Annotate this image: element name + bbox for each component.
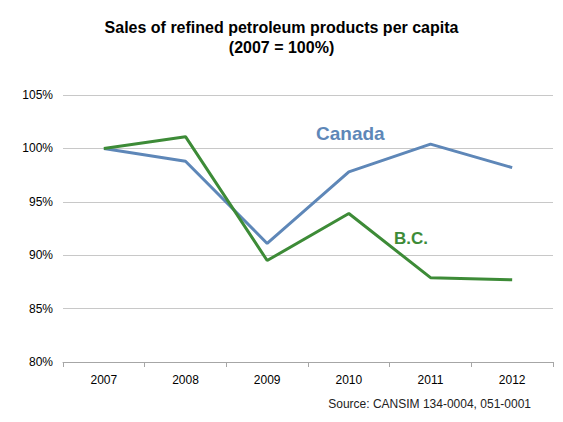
svg-text:Canada: Canada: [316, 123, 385, 144]
svg-text:2010: 2010: [335, 373, 362, 387]
svg-text:90%: 90%: [29, 248, 53, 262]
svg-text:2008: 2008: [172, 373, 199, 387]
svg-text:2009: 2009: [254, 373, 281, 387]
svg-text:Sales of refined petroleum pro: Sales of refined petroleum products per …: [105, 19, 459, 36]
svg-text:100%: 100%: [22, 141, 53, 155]
svg-text:95%: 95%: [29, 195, 53, 209]
svg-text:B.C.: B.C.: [394, 229, 428, 248]
svg-text:(2007 = 100%): (2007 = 100%): [229, 39, 334, 56]
svg-text:105%: 105%: [22, 88, 53, 102]
svg-text:2012: 2012: [499, 373, 526, 387]
svg-text:2007: 2007: [90, 373, 117, 387]
svg-text:2011: 2011: [418, 373, 444, 387]
svg-text:85%: 85%: [29, 302, 53, 316]
svg-text:Source: CANSIM 134-0004, 051-0: Source: CANSIM 134-0004, 051-0001: [328, 397, 531, 411]
svg-text:80%: 80%: [29, 355, 53, 369]
